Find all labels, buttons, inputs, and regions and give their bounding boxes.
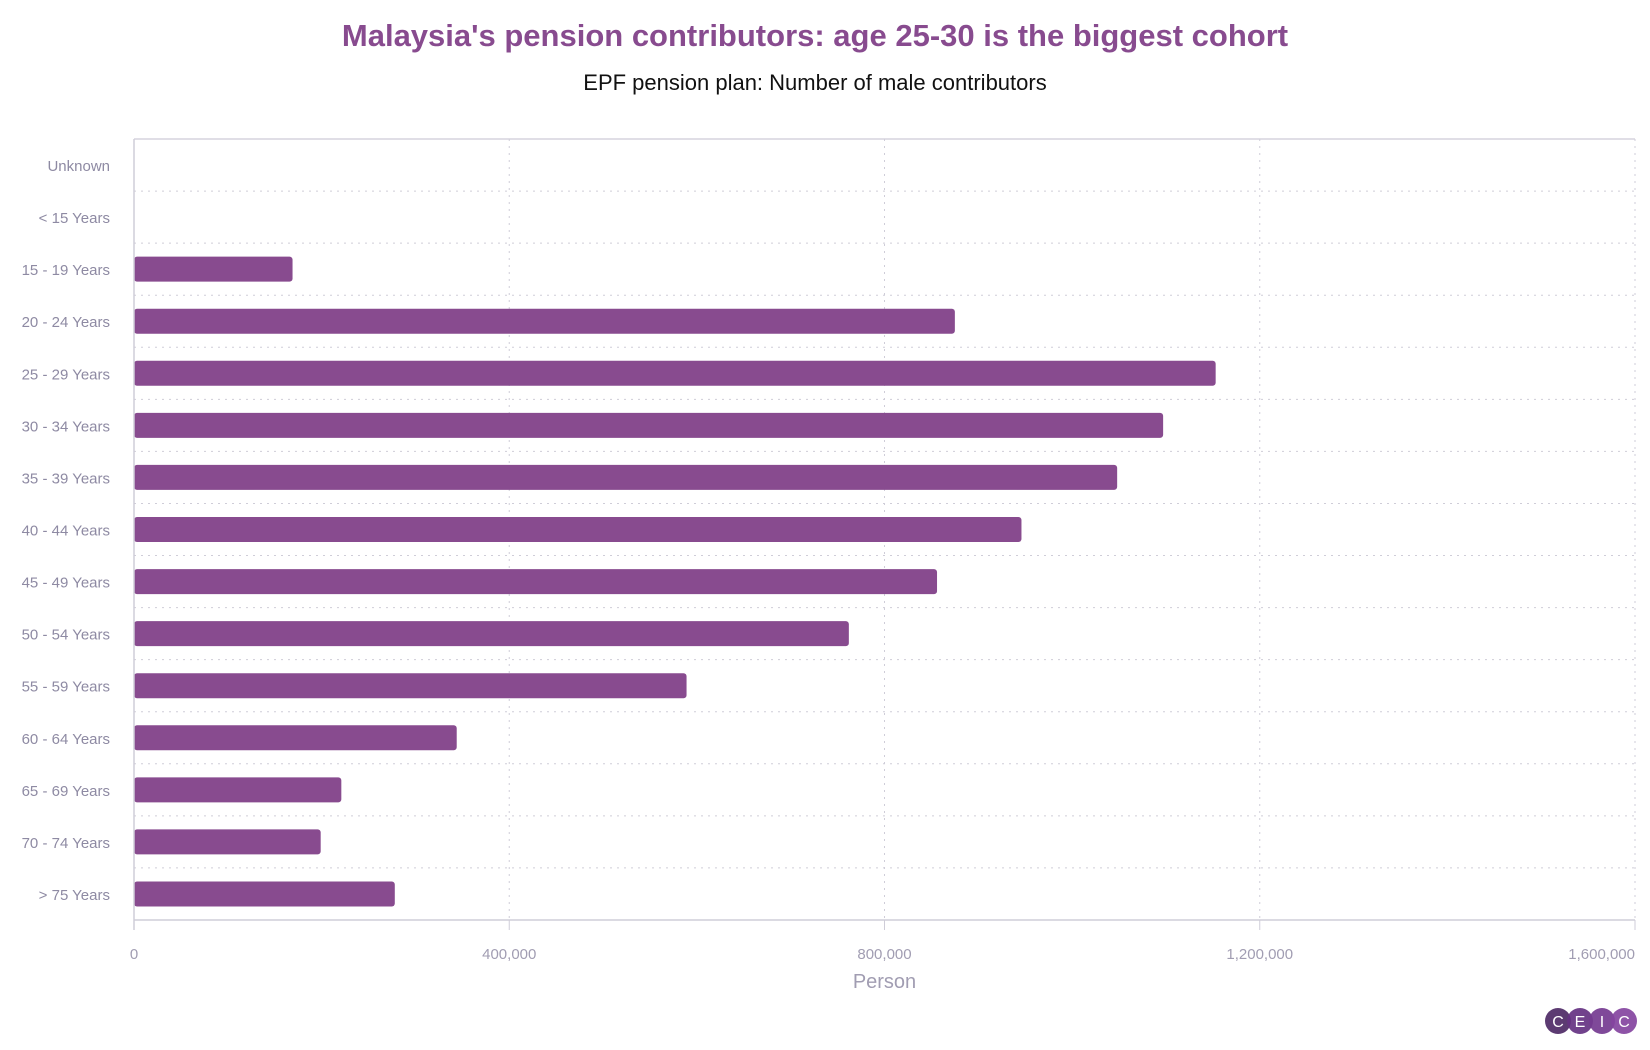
- logo-letter: C: [1552, 1014, 1564, 1031]
- x-tick-label: 0: [130, 946, 138, 963]
- bar-50-54-years: [134, 621, 849, 647]
- x-tick-label: 400,000: [482, 946, 536, 963]
- bar-25-29-years: [134, 360, 1216, 386]
- category-label: 45 - 49 Years: [22, 575, 110, 592]
- bar-75-years: [134, 881, 395, 907]
- bar-70-74-years: [134, 829, 321, 855]
- chart-title: Malaysia's pension contributors: age 25-…: [341, 18, 1289, 53]
- x-tick-label: 1,600,000: [1568, 946, 1635, 963]
- logo-circle: [1567, 1008, 1593, 1034]
- bar-20-24-years: [134, 308, 955, 334]
- logo-circle: [1611, 1008, 1637, 1034]
- category-label: 30 - 34 Years: [22, 418, 110, 435]
- bar-55-59-years: [134, 673, 687, 699]
- logo-letter: C: [1618, 1014, 1630, 1031]
- category-label: 70 - 74 Years: [22, 835, 110, 852]
- logo-circle: [1545, 1008, 1571, 1034]
- category-label: 60 - 64 Years: [22, 731, 110, 748]
- logo-letter: I: [1600, 1014, 1604, 1031]
- bar-40-44-years: [134, 517, 1022, 542]
- category-label: 55 - 59 Years: [22, 679, 110, 696]
- x-tick-label: 800,000: [857, 946, 911, 963]
- bar-60-64-years: [134, 725, 457, 751]
- category-label: 25 - 29 Years: [22, 366, 110, 383]
- x-tick-label: 1,200,000: [1226, 946, 1293, 963]
- category-label: > 75 Years: [39, 887, 110, 904]
- logo-letter: E: [1575, 1014, 1586, 1031]
- category-label: 15 - 19 Years: [22, 262, 110, 279]
- category-label: 20 - 24 Years: [22, 314, 110, 331]
- bar-30-34-years: [134, 412, 1164, 438]
- category-label: 35 - 39 Years: [22, 470, 110, 487]
- bar-45-49-years: [134, 569, 938, 595]
- category-label: 50 - 54 Years: [22, 627, 110, 644]
- category-label: < 15 Years: [39, 210, 110, 227]
- x-axis-title: Person: [853, 971, 916, 993]
- bar-35-39-years: [134, 464, 1118, 490]
- category-label: 40 - 44 Years: [22, 523, 110, 540]
- bar-15-19-years: [134, 256, 293, 282]
- bar-65-69-years: [134, 777, 342, 803]
- category-label: 65 - 69 Years: [22, 783, 110, 800]
- category-label: Unknown: [47, 158, 110, 175]
- logo-circle: [1589, 1008, 1615, 1034]
- chart-subtitle: EPF pension plan: Number of male contrib…: [583, 70, 1047, 95]
